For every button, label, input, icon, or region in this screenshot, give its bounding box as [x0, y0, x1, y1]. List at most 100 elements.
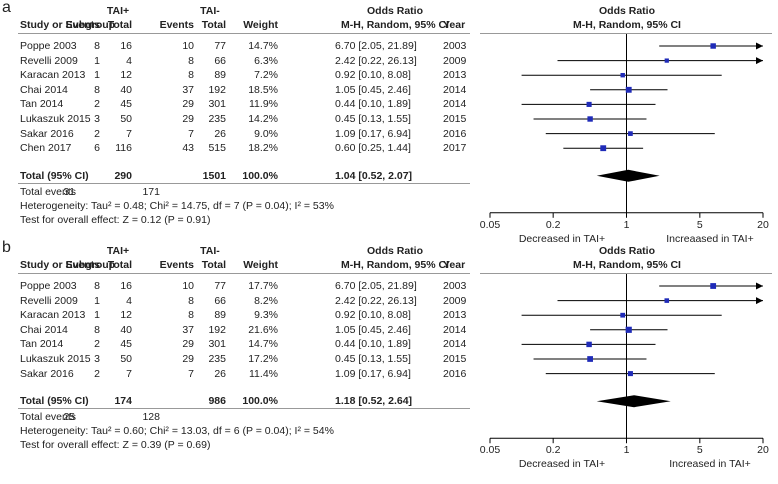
weight: 18.5%: [248, 83, 278, 96]
point-estimate: [625, 326, 632, 333]
year: 2014: [443, 83, 467, 96]
x-tick-label: 5: [696, 218, 703, 231]
odds-ratio-ci: 2.42 [0.22, 26.13]: [335, 54, 417, 67]
events1: 8: [94, 40, 100, 52]
odds-ratio-ci: 1.09 [0.17, 6.94]: [335, 367, 411, 380]
year: 2015: [443, 113, 467, 125]
col-year: Year: [443, 19, 466, 31]
point-estimate: [710, 43, 716, 49]
total2: 235: [208, 353, 226, 365]
x-tick-label: 20: [757, 218, 769, 231]
axis-label-right: Increased in TAI+: [669, 458, 751, 471]
events1: 2: [94, 127, 100, 140]
col-total2: Total: [201, 19, 226, 31]
year: 2013: [443, 309, 467, 322]
overall-effect-text: Test for overall effect: Z = 0.39 (P = 0…: [20, 439, 211, 452]
point-estimate: [586, 341, 592, 348]
events2: 29: [182, 113, 194, 125]
events2: 10: [182, 280, 194, 292]
year: 2003: [443, 40, 467, 52]
point-estimate: [620, 72, 625, 78]
weight: 18.2%: [248, 142, 278, 155]
events1: 8: [94, 83, 100, 96]
total2: 89: [214, 69, 226, 82]
year: 2003: [443, 280, 467, 292]
year: 2016: [443, 367, 467, 380]
events1: 8: [94, 280, 100, 292]
total-events2: 171: [142, 185, 160, 198]
plot-method: M-H, Random, 95% CI: [573, 19, 681, 31]
odds-ratio-ci: 2.42 [0.22, 26.13]: [335, 294, 417, 307]
weight: 7.2%: [254, 69, 278, 82]
total2: 66: [214, 54, 226, 67]
total2-sum: 1501: [202, 169, 226, 182]
total2: 301: [208, 98, 226, 111]
col-weight: Weight: [243, 19, 278, 31]
total-events-label: Total events: [20, 185, 77, 198]
panel-letter-a: a: [2, 0, 11, 16]
point-estimate: [587, 116, 593, 122]
weight: 14.2%: [248, 113, 278, 125]
odds-ratio-ci: 6.70 [2.05, 21.89]: [335, 280, 417, 292]
weight: 11.9%: [249, 98, 278, 111]
total1: 116: [115, 142, 132, 155]
odds-ratio-ci: 1.09 [0.17, 6.94]: [335, 127, 411, 140]
point-estimate: [620, 312, 626, 318]
events2: 10: [182, 40, 194, 52]
events1: 3: [94, 353, 100, 365]
total1-sum: 174: [114, 395, 132, 408]
study-name: Sakar 2016: [20, 127, 74, 140]
odds-ratio-ci: 0.45 [0.13, 1.55]: [335, 113, 411, 125]
x-tick-label: 0.2: [545, 218, 561, 231]
ci-arrow: [756, 42, 763, 50]
study-name: Karacan 2013: [20, 309, 86, 322]
events1: 1: [94, 54, 100, 67]
footer-rule-left: [18, 182, 470, 184]
events2: 29: [182, 98, 194, 111]
total1: 40: [120, 323, 132, 336]
point-estimate: [664, 58, 669, 63]
x-tick-label: 0.2: [545, 444, 561, 457]
point-estimate: [587, 356, 593, 362]
odds-ratio-ci: 0.60 [0.25, 1.44]: [335, 142, 411, 155]
study-name: Tan 2014: [20, 338, 64, 351]
group2-label: TAI-: [200, 5, 220, 17]
odds-ratio-ci: 0.45 [0.13, 1.55]: [335, 353, 411, 365]
group1-label: TAI+: [106, 245, 130, 257]
study-name: Poppe 2003: [20, 280, 77, 292]
total-label: Total (95% CI): [20, 169, 89, 182]
odds-ratio-ci: 0.92 [0.10, 8.08]: [335, 69, 411, 82]
weight: 17.2%: [248, 353, 278, 365]
study-name: Chen 2017: [20, 142, 72, 155]
study-name: Lukaszuk 2015: [20, 113, 91, 125]
x-tick-label: 5: [696, 444, 703, 457]
header-underline-left: [18, 33, 470, 34]
events1: 3: [94, 113, 100, 125]
total1: 16: [120, 280, 132, 292]
total2: 26: [214, 127, 226, 140]
events1: 2: [94, 338, 100, 351]
weight: 21.6%: [248, 323, 278, 336]
total-events-label: Total events: [20, 411, 77, 424]
col-year: Year: [443, 259, 466, 271]
col-or-method: M-H, Random, 95% CI: [341, 19, 449, 31]
total-or-ci: 1.18 [0.52, 2.64]: [335, 395, 413, 408]
events1: 1: [94, 294, 100, 307]
point-estimate: [664, 298, 670, 303]
study-name: Tan 2014: [20, 98, 64, 111]
events1: 6: [94, 142, 100, 155]
total-or-ci: 1.04 [0.52, 2.07]: [335, 169, 413, 182]
total1: 16: [120, 40, 132, 52]
events2: 8: [188, 54, 194, 67]
pooled-diamond: [596, 169, 660, 182]
header-underline-left: [18, 273, 470, 274]
events2: 29: [182, 353, 194, 365]
point-estimate: [628, 131, 633, 136]
year: 2016: [443, 127, 467, 140]
total2: 77: [214, 40, 226, 52]
total1: 7: [126, 127, 132, 140]
axis-label-left: Decreased in TAI+: [518, 458, 606, 471]
total1: 12: [120, 69, 132, 82]
year: 2014: [443, 338, 467, 351]
